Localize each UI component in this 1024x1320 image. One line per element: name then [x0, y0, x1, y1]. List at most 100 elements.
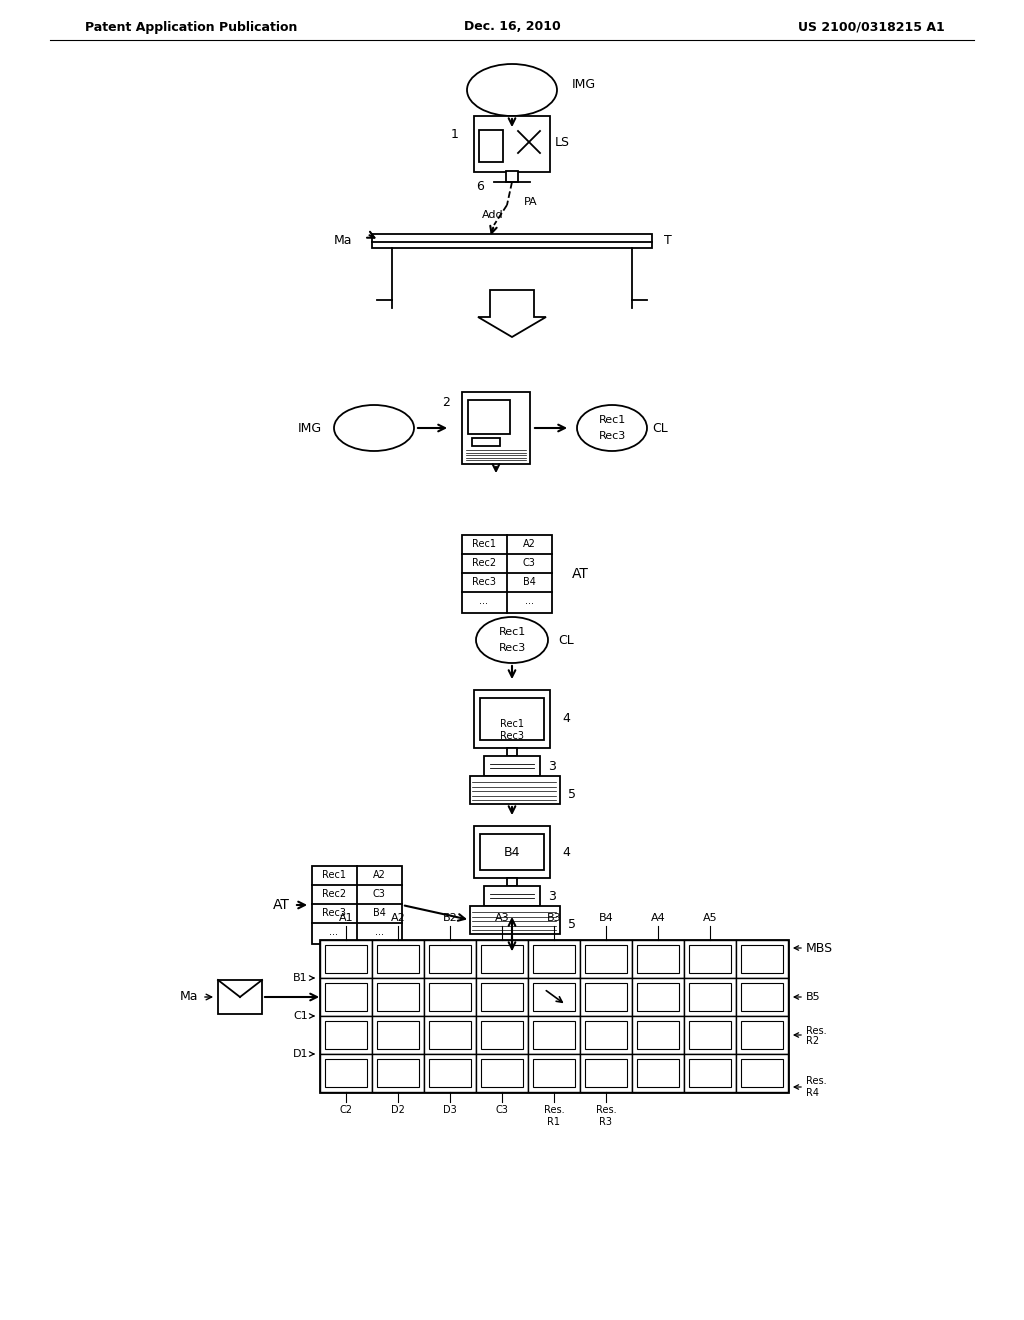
Bar [506, 172, 518, 182]
Bar [474, 116, 550, 172]
Bar [632, 1016, 684, 1053]
Bar [372, 234, 652, 248]
Bar [462, 535, 552, 612]
Bar [218, 979, 262, 1014]
Bar [325, 983, 367, 1011]
Bar [377, 945, 419, 973]
Ellipse shape [334, 405, 414, 451]
Bar [528, 978, 580, 1016]
Bar [528, 1053, 580, 1092]
Bar [741, 1020, 783, 1049]
Bar [319, 940, 372, 978]
Bar [312, 866, 402, 944]
Text: IMG: IMG [298, 421, 322, 434]
Bar [741, 983, 783, 1011]
Bar [585, 945, 627, 973]
Text: Rec3: Rec3 [598, 432, 626, 441]
Ellipse shape [577, 405, 647, 451]
Text: B5: B5 [806, 993, 820, 1002]
Text: LS: LS [555, 136, 570, 149]
Text: A2: A2 [373, 870, 385, 880]
Bar [684, 1016, 736, 1053]
Bar [585, 1059, 627, 1086]
Bar [462, 392, 530, 465]
Bar [481, 945, 523, 973]
Bar [736, 978, 788, 1016]
Bar [476, 940, 528, 978]
Text: Patent Application Publication: Patent Application Publication [85, 21, 297, 33]
Text: 2: 2 [442, 396, 450, 408]
Bar [377, 983, 419, 1011]
Bar [637, 945, 679, 973]
Text: A4: A4 [650, 913, 666, 923]
Bar [585, 1020, 627, 1049]
Text: Ma: Ma [179, 990, 198, 1003]
Text: A5: A5 [702, 913, 718, 923]
Text: B2: B2 [442, 913, 458, 923]
Text: CL: CL [558, 634, 573, 647]
Text: AT: AT [273, 898, 290, 912]
Bar [528, 1016, 580, 1053]
Bar [689, 1020, 731, 1049]
Text: C3: C3 [522, 558, 536, 568]
Text: 3: 3 [548, 759, 556, 772]
Text: AT: AT [572, 568, 589, 581]
Bar [684, 978, 736, 1016]
Bar [476, 1016, 528, 1053]
Bar [736, 1053, 788, 1092]
Bar [585, 983, 627, 1011]
Text: Rec1: Rec1 [472, 539, 496, 549]
Bar [684, 940, 736, 978]
Text: B4: B4 [373, 908, 385, 917]
Text: Add: Add [482, 210, 504, 220]
Text: R4: R4 [806, 1088, 819, 1098]
Text: Rec2: Rec2 [322, 888, 346, 899]
Bar [474, 690, 550, 748]
Text: MBS: MBS [806, 941, 834, 954]
Bar [632, 978, 684, 1016]
Bar [325, 945, 367, 973]
Text: Dec. 16, 2010: Dec. 16, 2010 [464, 21, 560, 33]
Bar [507, 748, 517, 756]
Bar [481, 983, 523, 1011]
Bar [424, 1053, 476, 1092]
Bar [377, 1020, 419, 1049]
Text: D1: D1 [293, 1049, 308, 1059]
Text: A1: A1 [339, 913, 353, 923]
Bar [480, 834, 544, 870]
Text: D2: D2 [391, 1105, 404, 1115]
Bar [528, 940, 580, 978]
Bar [689, 983, 731, 1011]
Ellipse shape [492, 729, 532, 744]
Bar [689, 1059, 731, 1086]
Bar [372, 1053, 424, 1092]
Text: US 2100/0318215 A1: US 2100/0318215 A1 [799, 21, 945, 33]
Bar [637, 983, 679, 1011]
Bar [479, 129, 503, 162]
Text: Rec3: Rec3 [472, 577, 496, 587]
Circle shape [513, 125, 545, 158]
Text: Rec1: Rec1 [500, 719, 524, 729]
Text: B4: B4 [504, 846, 520, 858]
Bar [534, 983, 575, 1011]
Text: 6: 6 [476, 180, 484, 193]
Bar [429, 1059, 471, 1086]
Text: Ma: Ma [334, 235, 352, 248]
Bar [424, 940, 476, 978]
Text: T: T [664, 235, 672, 248]
Text: B4: B4 [599, 913, 613, 923]
Text: Rec2: Rec2 [472, 558, 496, 568]
Bar [474, 826, 550, 878]
Bar [429, 945, 471, 973]
Bar [580, 1053, 632, 1092]
Bar [534, 945, 575, 973]
Bar [470, 776, 560, 804]
Text: Rec3: Rec3 [322, 908, 346, 917]
Bar [319, 1016, 372, 1053]
Bar [580, 940, 632, 978]
Text: D3: D3 [443, 1105, 457, 1115]
Bar [481, 1059, 523, 1086]
Bar [736, 940, 788, 978]
Bar [429, 1020, 471, 1049]
Bar [319, 978, 372, 1016]
